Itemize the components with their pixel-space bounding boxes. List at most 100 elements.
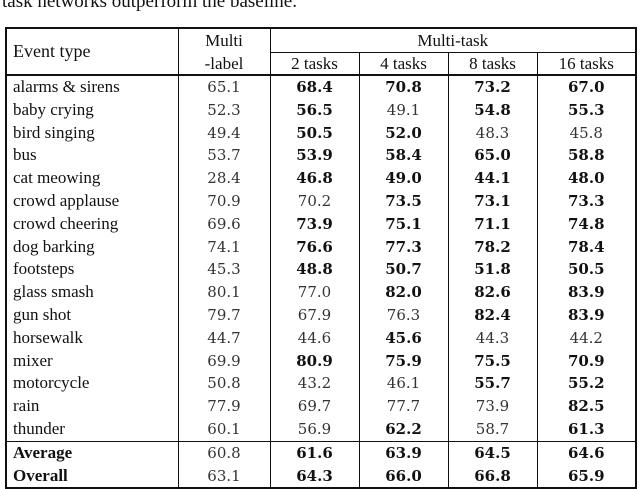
multi-task-value: 61.6 — [269, 440, 359, 465]
event-type-cell: gun shot — [5, 303, 178, 327]
header-2-tasks: 2 tasks — [269, 52, 359, 75]
multi-task-value: 82.0 — [358, 281, 448, 304]
multi-task-value: 68.4 — [269, 74, 359, 99]
multi-task-value: 76.3 — [358, 303, 448, 327]
multi-label-value: 44.7 — [177, 326, 270, 350]
multi-label-value: 69.6 — [177, 212, 270, 236]
multi-task-value: 48.0 — [536, 167, 638, 190]
table-row: cat meowing 28.4 46.8 49.0 44.1 48.0 — [5, 167, 638, 190]
multi-task-value: 83.9 — [536, 303, 638, 327]
table-row: gun shot 79.7 67.9 76.3 82.4 83.9 — [5, 303, 638, 327]
table-row: thunder 60.1 56.9 62.2 58.7 61.3 — [5, 417, 638, 442]
table-row: glass smash 80.1 77.0 82.0 82.6 83.9 — [5, 281, 638, 304]
multi-task-value: 73.9 — [269, 212, 359, 236]
multi-task-value: 76.6 — [269, 235, 359, 259]
multi-task-value: 45.8 — [536, 121, 638, 145]
multi-task-value: 70.8 — [358, 74, 448, 99]
table-row: baby crying 52.3 56.5 49.1 54.8 55.3 — [5, 98, 638, 122]
multi-task-value: 71.1 — [447, 212, 537, 236]
event-type-cell: cat meowing — [5, 167, 178, 190]
event-type-cell: glass smash — [5, 281, 178, 304]
event-type-cell: dog barking — [5, 235, 178, 259]
table-row: dog barking 74.1 76.6 77.3 78.2 78.4 — [5, 235, 638, 259]
event-type-cell: crowd applause — [5, 189, 178, 213]
multi-task-value: 73.3 — [536, 189, 638, 213]
multi-label-value: 79.7 — [177, 303, 270, 327]
event-type-cell: mixer — [5, 349, 178, 373]
multi-task-value: 54.8 — [447, 98, 537, 122]
event-type-cell: rain — [5, 395, 178, 418]
multi-label-value: 74.1 — [177, 235, 270, 259]
event-type-cell: crowd cheering — [5, 212, 178, 236]
multi-task-value: 73.9 — [447, 395, 537, 418]
multi-task-value: 44.1 — [447, 167, 537, 190]
multi-task-value: 74.8 — [536, 212, 638, 236]
header-multi-label-line2: -label — [177, 52, 270, 75]
multi-task-value: 64.6 — [536, 440, 638, 465]
multi-label-value: 60.8 — [177, 440, 270, 465]
table-row: crowd cheering 69.6 73.9 75.1 71.1 74.8 — [5, 212, 638, 236]
multi-task-value: 50.5 — [269, 121, 359, 145]
multi-task-value: 51.8 — [447, 258, 537, 282]
multi-label-value: 80.1 — [177, 281, 270, 304]
multi-task-value: 48.8 — [269, 258, 359, 282]
multi-label-value: 70.9 — [177, 189, 270, 213]
multi-task-value: 64.5 — [447, 440, 537, 465]
multi-task-value: 73.2 — [447, 74, 537, 99]
multi-task-value: 56.5 — [269, 98, 359, 122]
multi-task-value: 67.9 — [269, 303, 359, 327]
multi-task-value: 62.2 — [358, 417, 448, 442]
multi-task-value: 44.6 — [269, 326, 359, 350]
multi-label-value: 45.3 — [177, 258, 270, 282]
results-table: Event type Multi Multi-task -label 2 tas… — [5, 27, 638, 489]
multi-task-value: 49.1 — [358, 98, 448, 122]
header-4-tasks: 4 tasks — [358, 52, 448, 75]
multi-label-value: 49.4 — [177, 121, 270, 145]
table-row: bird singing 49.4 50.5 52.0 48.3 45.8 — [5, 121, 638, 145]
multi-task-value: 48.3 — [447, 121, 537, 145]
event-type-cell: horsewalk — [5, 326, 178, 350]
multi-task-value: 65.0 — [447, 144, 537, 168]
multi-task-value: 83.9 — [536, 281, 638, 304]
multi-task-value: 44.2 — [536, 326, 638, 350]
table-row: motorcycle 50.8 43.2 46.1 55.7 55.2 — [5, 372, 638, 396]
table-caption: task networks outperform the baseline. — [2, 0, 297, 12]
table-row: bus 53.7 53.9 58.4 65.0 58.8 — [5, 144, 638, 168]
multi-label-value: 50.8 — [177, 372, 270, 396]
multi-task-value: 82.6 — [447, 281, 537, 304]
table-row: mixer 69.9 80.9 75.9 75.5 70.9 — [5, 349, 638, 373]
multi-label-value: 60.1 — [177, 417, 270, 442]
event-type-cell: motorcycle — [5, 372, 178, 396]
header-multi-task: Multi-task — [269, 27, 638, 53]
multi-task-value: 55.7 — [447, 372, 537, 396]
event-type-cell: thunder — [5, 417, 178, 442]
multi-label-value: 52.3 — [177, 98, 270, 122]
multi-task-value: 63.9 — [358, 440, 448, 465]
multi-task-value: 45.6 — [358, 326, 448, 350]
multi-task-value: 61.3 — [536, 417, 638, 442]
multi-task-value: 75.1 — [358, 212, 448, 236]
multi-task-value: 77.3 — [358, 235, 448, 259]
table-body: alarms & sirens 65.1 68.4 70.8 73.2 67.0 baby … — [5, 74, 638, 489]
multi-task-value: 73.1 — [447, 189, 537, 213]
event-type-cell: bird singing — [5, 121, 178, 145]
multi-label-value: 69.9 — [177, 349, 270, 373]
multi-task-value: 50.5 — [536, 258, 638, 282]
multi-task-value: 46.8 — [269, 167, 359, 190]
multi-task-value: 78.2 — [447, 235, 537, 259]
multi-task-value: 69.7 — [269, 395, 359, 418]
multi-task-value: 77.0 — [269, 281, 359, 304]
multi-label-value: 65.1 — [177, 74, 270, 99]
multi-task-value: 77.7 — [358, 395, 448, 418]
event-type-cell: bus — [5, 144, 178, 168]
multi-task-value: 53.9 — [269, 144, 359, 168]
event-type-cell: alarms & sirens — [5, 74, 178, 99]
multi-task-value: 56.9 — [269, 417, 359, 442]
multi-task-value: 58.8 — [536, 144, 638, 168]
table-row: horsewalk 44.7 44.6 45.6 44.3 44.2 — [5, 326, 638, 350]
multi-task-value: 55.2 — [536, 372, 638, 396]
summary-row: Average 60.8 61.6 63.9 64.5 64.6 — [5, 440, 638, 465]
multi-task-value: 75.5 — [447, 349, 537, 373]
table-row: alarms & sirens 65.1 68.4 70.8 73.2 67.0 — [5, 74, 638, 99]
multi-task-value: 55.3 — [536, 98, 638, 122]
